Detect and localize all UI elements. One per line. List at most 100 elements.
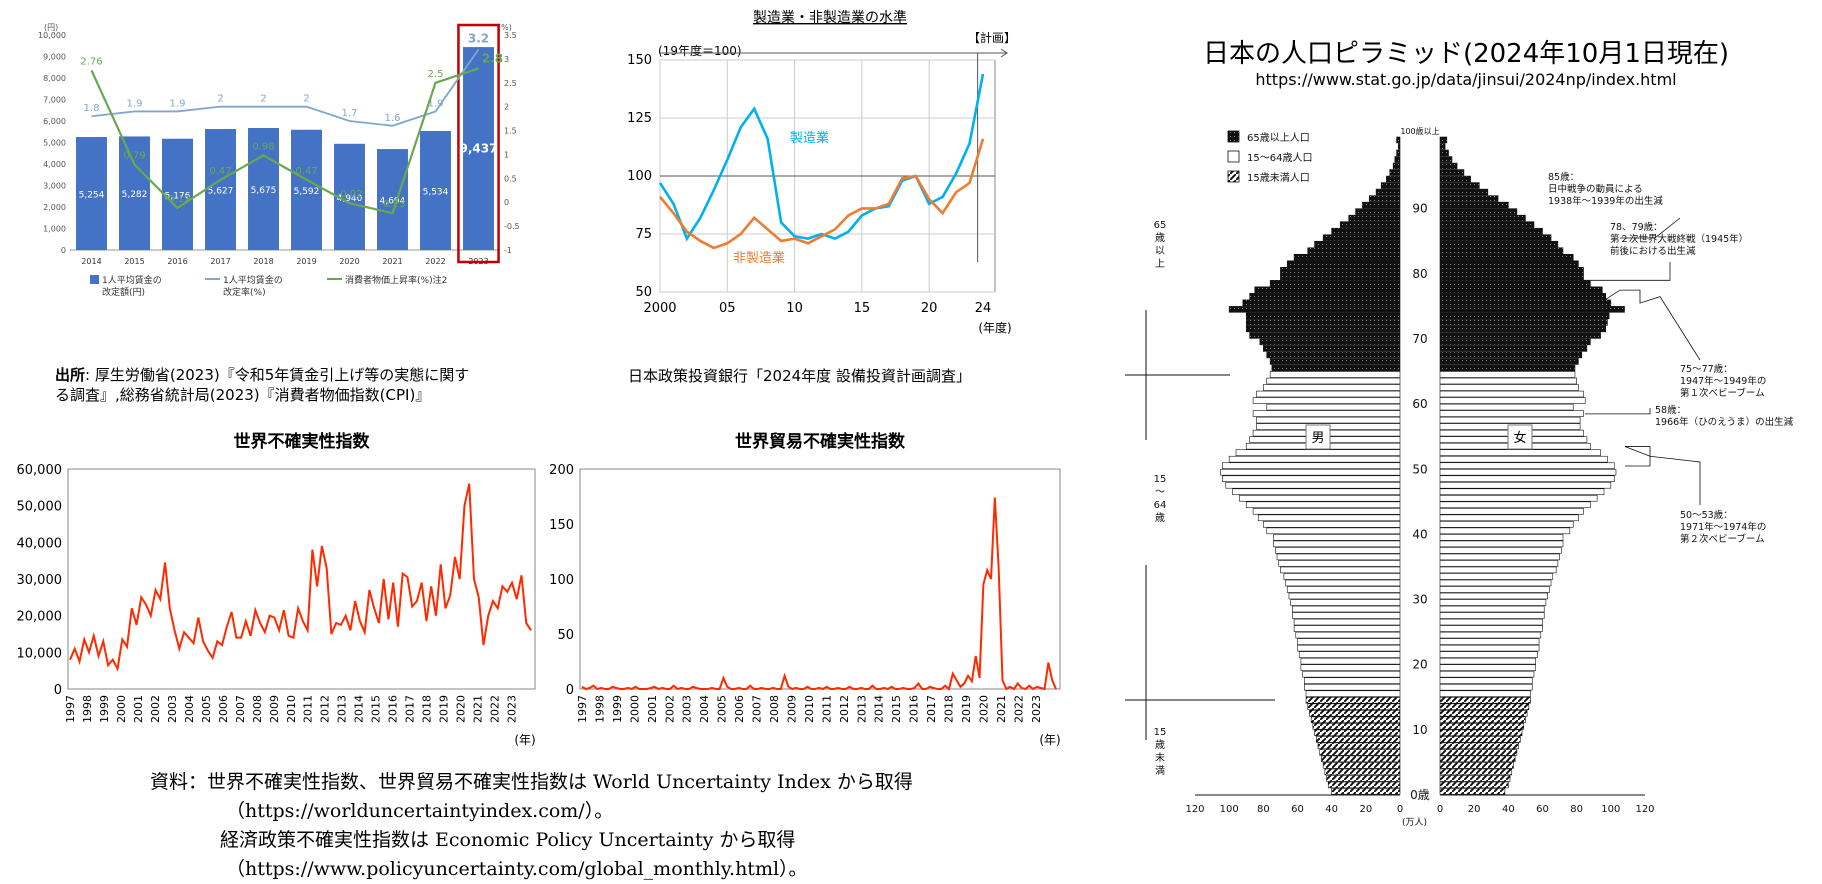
x-tick-label: 15	[854, 301, 871, 316]
wui-chart: 世界不確実性指数 0 10,000 20,000 30,000 40,000 50,000 6…	[17, 431, 536, 747]
female-bar	[1439, 221, 1535, 228]
x-tick-label: 2018	[421, 695, 434, 723]
female-bar	[1439, 136, 1448, 144]
annotation-50-53: 第２次ベビーブーム	[1680, 533, 1765, 545]
legend-swatch-bar	[90, 275, 99, 284]
male-bar	[1269, 280, 1401, 287]
line-point-label: 0.98	[252, 141, 274, 152]
male-bar	[1331, 227, 1401, 235]
chart-title: 世界貿易不確実性指数	[735, 431, 906, 452]
x-tick-label: 2002	[663, 695, 676, 723]
line-point-label: 0.47	[295, 166, 317, 177]
male-bar	[1263, 521, 1401, 528]
female-bar	[1439, 332, 1601, 339]
annotation-75-77: 第１次ベビーブーム	[1680, 387, 1765, 399]
female-bar	[1439, 260, 1579, 267]
female-bar	[1439, 410, 1584, 417]
line-point-label: 2.8	[482, 51, 503, 65]
y-tick-label: 200	[549, 463, 574, 478]
x-tick-label: 2006	[217, 695, 230, 723]
bar-value-label: 5,627	[208, 187, 234, 197]
pyramid-panel: 日本の人口ピラミッド(2024年10月1日現在) https://www.stat…	[1110, 0, 1822, 879]
age-tick-label: 80	[1412, 267, 1427, 281]
female-bar	[1439, 664, 1536, 671]
x-tick-label: 2010	[285, 695, 298, 723]
female-bar	[1439, 364, 1576, 372]
female-bar	[1439, 175, 1472, 183]
bar	[119, 136, 150, 250]
legend-label: 改定額(円)	[102, 286, 145, 298]
plan-label: 【計画】	[968, 30, 1016, 45]
x-axis-label: (年度)	[978, 320, 1011, 335]
series-line	[581, 497, 1057, 691]
male-bar	[1319, 749, 1401, 756]
male-bar	[1389, 169, 1401, 176]
male-bar	[1307, 247, 1401, 254]
y-unit-right: (%)	[498, 23, 512, 32]
female-bar	[1439, 280, 1591, 287]
annotation-75-77: 75～77歳：	[1680, 363, 1733, 375]
x-tick-label: 2020	[977, 695, 990, 723]
male-bar	[1266, 377, 1401, 385]
highlight-box-2023	[457, 23, 500, 264]
legend-label: 改定率(%)	[223, 286, 266, 298]
y-tick-label: 1,000	[43, 225, 66, 234]
male-bar	[1245, 319, 1401, 326]
line-point-label: 0.79	[123, 150, 145, 161]
male-bar	[1252, 397, 1401, 404]
male-bar	[1324, 768, 1401, 776]
female-bar	[1439, 371, 1576, 378]
female-bar	[1439, 475, 1615, 482]
x-tick-label: 2022	[489, 695, 502, 723]
female-bar	[1439, 293, 1607, 300]
series-line	[90, 67, 479, 215]
female-bar	[1439, 599, 1547, 606]
plot-frame	[579, 468, 1061, 690]
x-tick-label: 2021	[472, 695, 485, 723]
plan-arrow-head	[1000, 48, 1008, 58]
x-tick-label: 20	[1359, 804, 1372, 815]
mfg-source-note: 日本政策投資銀行「2024年度 設備投資計画調査」	[628, 367, 971, 385]
x-tick-label: 0	[1437, 804, 1443, 815]
x-tick-label: 2010	[803, 695, 816, 723]
x-tick-label: 2023	[506, 695, 519, 723]
female-bar	[1439, 644, 1540, 652]
female-bar	[1439, 586, 1550, 593]
male-bar	[1235, 449, 1401, 456]
legend-label: 消費者物価上昇率(%)注2	[345, 274, 447, 286]
annotation-58: 58歳：	[1655, 404, 1686, 416]
x-tick-label: 2017	[925, 695, 938, 723]
male-bar	[1292, 605, 1401, 613]
female-bar	[1439, 762, 1514, 769]
male-bar	[1220, 468, 1401, 476]
wage-chart-panel: (円) (%) 0 1,000 2,000 3,000 4,000 5,000 6,000 7,0…	[30, 10, 550, 340]
legend-swatch	[1227, 130, 1240, 143]
male-bar	[1339, 221, 1401, 228]
x-tick-label: 2011	[302, 695, 315, 723]
y2-tick-label: 2	[504, 103, 509, 112]
female-bar	[1439, 579, 1552, 587]
y-unit-left: (円)	[44, 23, 58, 32]
line-point-label: -0.02	[337, 189, 363, 200]
x-tick-label: 2022	[1012, 695, 1025, 723]
male-bar	[1266, 527, 1401, 535]
age-tick-label: 30	[1412, 593, 1427, 607]
male-bar	[1245, 501, 1401, 509]
x-tick-label: 24	[975, 301, 992, 316]
bar-value-label: 5,282	[122, 190, 148, 200]
female-bar	[1439, 573, 1554, 580]
age-group-label: 以	[1155, 246, 1165, 257]
y2-tick-label: 0	[504, 198, 509, 207]
male-bar	[1286, 260, 1401, 267]
age-tick-label: 50	[1412, 462, 1427, 476]
x-tick-label: 2004	[698, 695, 711, 723]
mfg-chart: 製造業・非製造業の水準 (19年度＝100) 【計画】 50 75 100 125 150 20…	[627, 10, 1016, 335]
leader-78	[1580, 262, 1671, 281]
male-bar	[1290, 599, 1401, 606]
female-bar	[1439, 703, 1530, 711]
series-line	[69, 483, 532, 672]
female-bar	[1439, 358, 1579, 365]
female-bar	[1439, 234, 1552, 241]
annotation-85: 日中戦争の動員による	[1548, 183, 1643, 195]
x-tick-label: 2022	[425, 257, 445, 266]
